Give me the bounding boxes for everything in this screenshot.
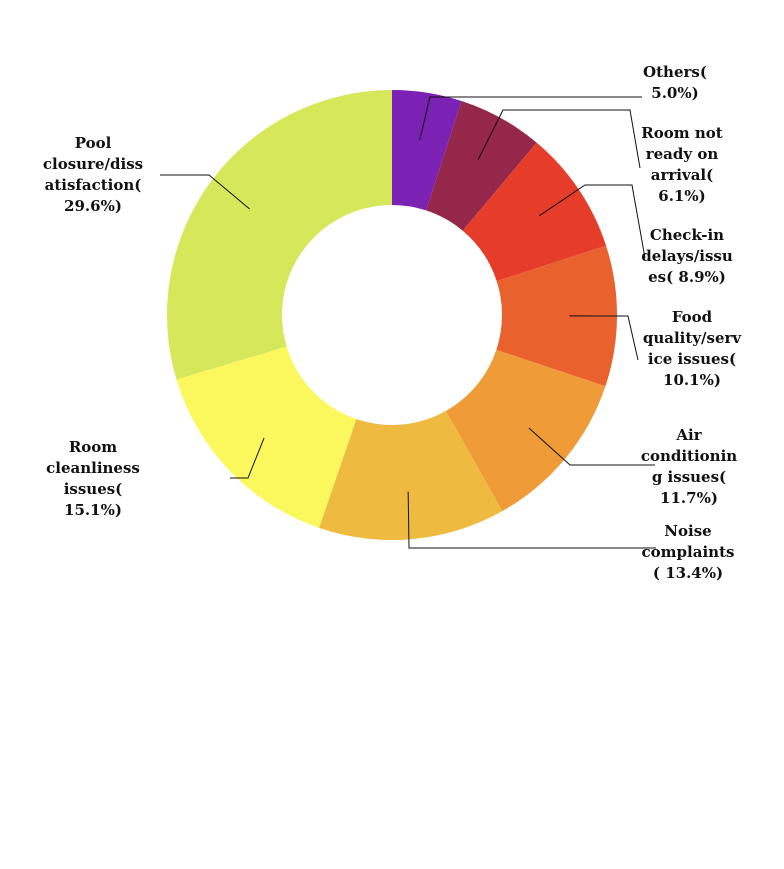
slice-6 xyxy=(176,346,357,528)
slice-5 xyxy=(319,410,503,540)
leader-line-2 xyxy=(538,184,646,259)
leader-line-1 xyxy=(477,109,641,169)
slice-7 xyxy=(166,90,392,380)
leader-line-3 xyxy=(569,315,639,361)
slice-label-5: Noise complaints( 13.4%) xyxy=(642,522,735,582)
slice-label-7: Pool closure/diss atisfaction(29.6%) xyxy=(43,134,143,215)
leader-line-0 xyxy=(419,96,642,140)
leader-line-4 xyxy=(528,427,655,466)
slice-label-0: Others(5.0%) xyxy=(643,63,707,102)
slice-2 xyxy=(462,142,607,282)
slice-label-6: Room cleanliness issues(15.1%) xyxy=(46,438,140,519)
leader-lines-layer xyxy=(160,96,656,549)
slice-label-3: Food quality/serv ice issues(10.1%) xyxy=(643,308,743,389)
slice-4 xyxy=(445,349,606,512)
leader-line-7 xyxy=(160,174,250,210)
slice-3 xyxy=(496,245,617,387)
slice-0 xyxy=(392,90,462,211)
leader-line-5 xyxy=(407,491,656,549)
slice-1 xyxy=(426,101,537,231)
slice-label-2: Check-in delays/issu es( 8.9%) xyxy=(641,226,733,286)
slices-layer xyxy=(166,90,617,540)
labels-layer: Others(5.0%) Room not ready on arrival(6.1%… xyxy=(43,63,743,582)
slice-label-1: Room not ready on arrival(6.1%) xyxy=(641,124,722,205)
slice-label-4: Air conditionin g issues(11.7%) xyxy=(641,426,737,507)
leader-line-6 xyxy=(230,437,265,479)
